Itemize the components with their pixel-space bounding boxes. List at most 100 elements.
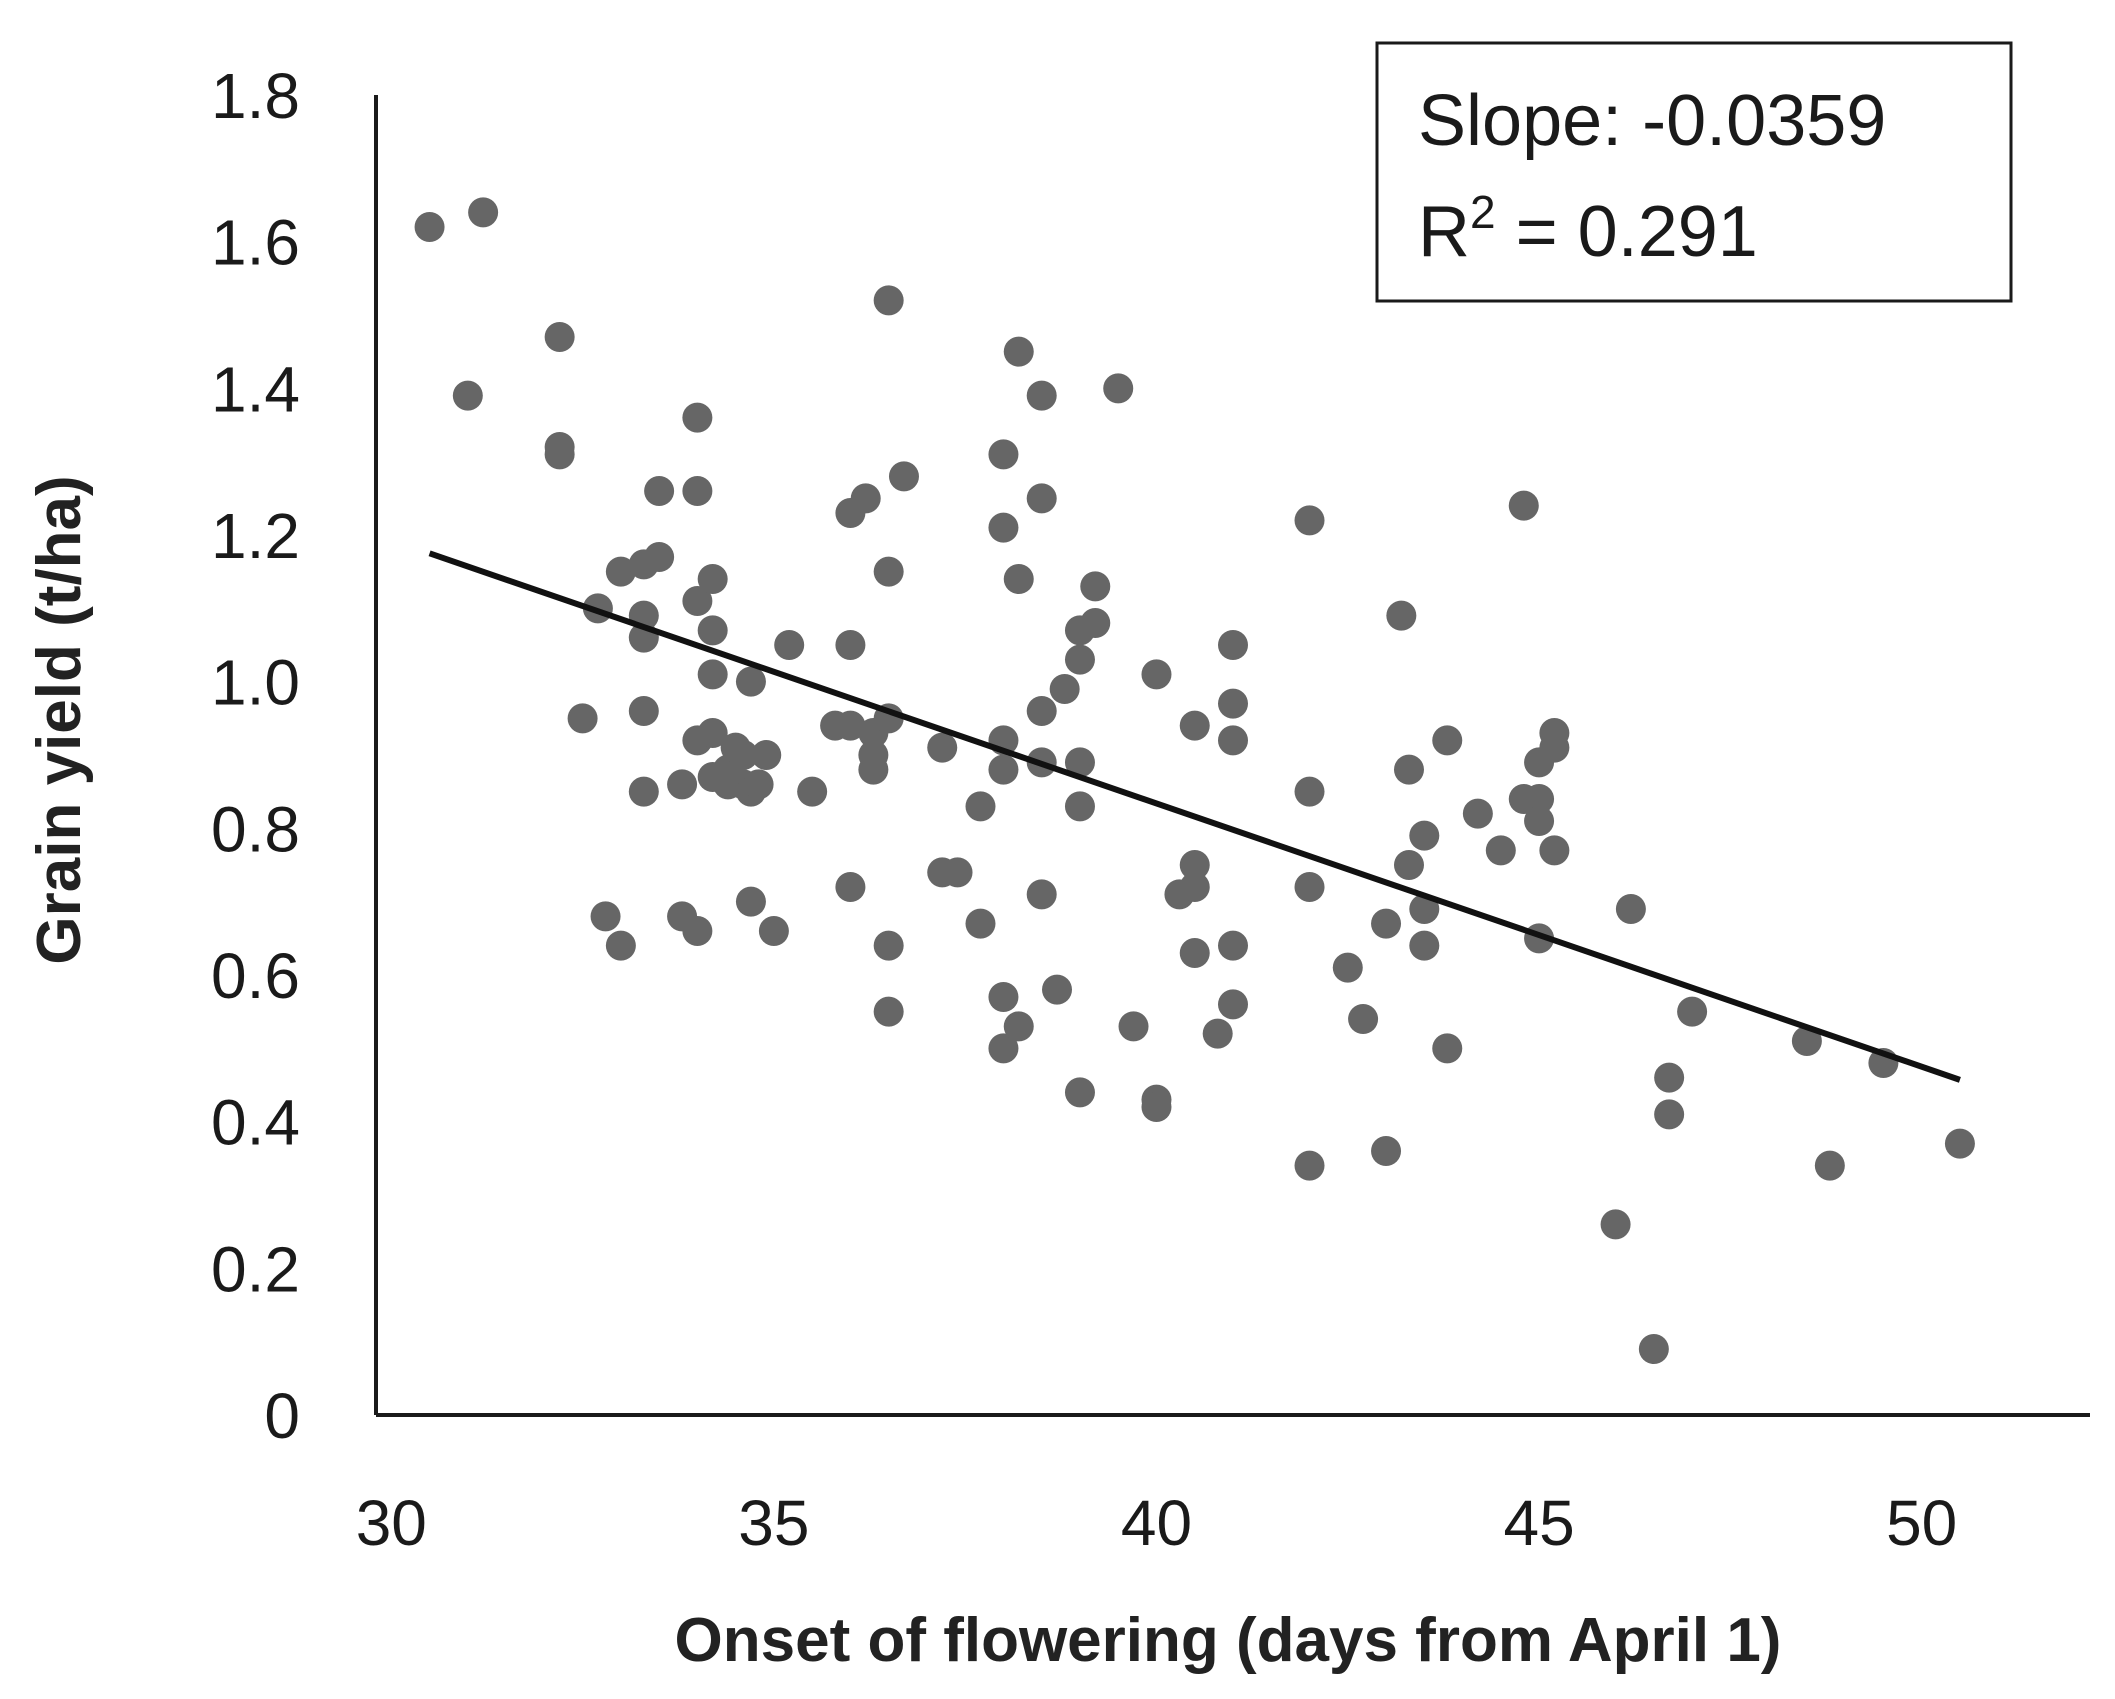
data-point	[1638, 1334, 1669, 1364]
x-tick-label: 50	[1886, 1487, 1957, 1559]
data-point	[743, 769, 774, 800]
data-point	[1218, 930, 1248, 961]
data-point	[888, 461, 919, 492]
data-point	[1432, 725, 1463, 756]
data-point	[1064, 791, 1095, 822]
x-tick-labels: 30 35 40 45 50	[356, 1487, 1958, 1559]
data-point	[1026, 879, 1057, 910]
data-point	[858, 740, 889, 770]
data-point	[697, 564, 728, 594]
data-point	[1141, 659, 1172, 690]
data-point	[452, 380, 483, 411]
slope-label: Slope: -0.0359	[1418, 81, 1886, 161]
data-point	[1409, 820, 1440, 851]
data-point	[1524, 806, 1555, 836]
data-point	[682, 476, 713, 506]
data-point	[735, 666, 766, 697]
y-tick-label: 1.0	[211, 647, 300, 719]
data-point	[873, 930, 904, 961]
data-point	[1118, 1011, 1149, 1042]
data-point	[1524, 784, 1555, 814]
y-tick-label: 1.8	[211, 60, 300, 132]
data-point	[697, 615, 728, 646]
data-point	[835, 630, 866, 660]
data-point	[644, 476, 675, 506]
y-tick-label: 0.2	[211, 1233, 300, 1305]
data-point	[1654, 1099, 1685, 1130]
data-point	[1371, 908, 1402, 939]
data-point	[697, 718, 728, 748]
data-point	[1179, 710, 1210, 741]
data-point	[1003, 336, 1034, 367]
data-point	[1026, 696, 1057, 726]
data-point	[1615, 894, 1646, 924]
data-point	[1218, 688, 1248, 719]
data-point	[628, 696, 659, 726]
data-point	[1409, 894, 1440, 924]
data-point	[988, 439, 1019, 470]
data-point	[1179, 872, 1210, 902]
data-point	[1080, 571, 1111, 602]
data-point	[927, 732, 958, 763]
data-point	[1026, 380, 1057, 411]
data-point	[1539, 732, 1570, 763]
data-point	[1677, 996, 1708, 1027]
data-point	[1814, 1150, 1845, 1181]
data-point	[1371, 1136, 1402, 1166]
data-point	[1179, 938, 1210, 968]
data-point	[682, 402, 713, 433]
data-point	[965, 908, 996, 939]
x-tick-label: 30	[356, 1487, 427, 1559]
data-point	[590, 901, 621, 932]
data-point	[1600, 1209, 1631, 1240]
data-point	[1202, 1018, 1233, 1049]
x-tick-label: 45	[1503, 1487, 1574, 1559]
y-tick-labels: 0 0.2 0.4 0.6 0.8 1.0 1.2 1.4 1.6 1.8	[211, 60, 300, 1452]
data-point	[414, 212, 445, 242]
data-point	[797, 776, 828, 807]
data-point	[1539, 835, 1570, 866]
data-point	[1080, 608, 1111, 638]
data-point	[942, 857, 973, 888]
y-axis-title: Grain yield (t/ha)	[25, 475, 94, 964]
data-point	[1485, 835, 1516, 866]
data-point	[873, 556, 904, 587]
data-point	[1294, 1150, 1325, 1181]
data-point	[1003, 1011, 1034, 1042]
data-point	[644, 542, 675, 572]
data-point	[1393, 754, 1424, 785]
data-point	[628, 776, 659, 807]
data-point	[835, 710, 866, 741]
data-point	[1462, 798, 1493, 829]
y-tick-label: 1.2	[211, 500, 300, 572]
y-tick-label: 0.8	[211, 793, 300, 865]
data-point	[1141, 1092, 1172, 1122]
data-point	[1218, 989, 1248, 1020]
data-point	[1064, 747, 1095, 778]
data-point	[1386, 600, 1417, 631]
data-point	[1179, 850, 1210, 880]
data-point	[1294, 505, 1325, 536]
data-point	[468, 197, 499, 228]
data-point	[1508, 490, 1539, 521]
data-point	[1064, 1077, 1095, 1108]
x-tick-label: 35	[738, 1487, 809, 1559]
data-point	[873, 996, 904, 1027]
x-axis-title: Onset of flowering (days from April 1)	[675, 1606, 1782, 1675]
y-tick-label: 1.6	[211, 207, 300, 279]
data-point	[1409, 930, 1440, 961]
data-point	[605, 556, 636, 587]
data-point	[728, 740, 759, 770]
y-tick-label: 0.6	[211, 940, 300, 1012]
data-point	[1218, 630, 1248, 660]
r-squared-label: R2 = 0.291	[1418, 186, 1758, 272]
data-point	[850, 483, 881, 514]
stats-annotation-box: Slope: -0.0359 R2 = 0.291	[1375, 41, 2013, 303]
data-point	[1944, 1128, 1975, 1159]
data-point	[544, 432, 575, 462]
data-point	[1294, 872, 1325, 902]
y-tick-label: 0.4	[211, 1087, 300, 1159]
data-point	[988, 754, 1019, 785]
data-point	[988, 512, 1019, 543]
